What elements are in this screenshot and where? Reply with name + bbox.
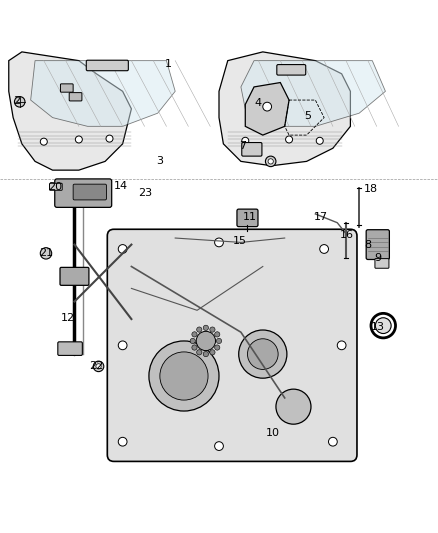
Circle shape	[14, 96, 25, 107]
Text: 11: 11	[243, 212, 257, 222]
Text: 10: 10	[265, 428, 279, 438]
Text: 7: 7	[240, 141, 247, 151]
Circle shape	[328, 437, 337, 446]
Circle shape	[216, 338, 222, 344]
Circle shape	[196, 332, 215, 351]
PathPatch shape	[219, 52, 350, 166]
Circle shape	[197, 327, 202, 332]
Text: 8: 8	[364, 240, 371, 251]
Circle shape	[239, 330, 287, 378]
Text: 20: 20	[48, 182, 62, 192]
FancyBboxPatch shape	[277, 64, 306, 75]
Text: 16: 16	[340, 230, 354, 240]
Text: 5: 5	[304, 111, 311, 122]
FancyBboxPatch shape	[242, 142, 262, 156]
FancyBboxPatch shape	[86, 60, 128, 71]
Text: 1: 1	[165, 59, 172, 69]
Circle shape	[203, 351, 208, 357]
Circle shape	[215, 345, 220, 350]
Text: 21: 21	[39, 248, 53, 259]
FancyBboxPatch shape	[375, 259, 389, 268]
FancyBboxPatch shape	[49, 183, 62, 190]
Circle shape	[75, 136, 82, 143]
Text: 9: 9	[374, 253, 381, 263]
Circle shape	[316, 138, 323, 144]
PathPatch shape	[241, 61, 385, 126]
FancyBboxPatch shape	[73, 184, 106, 200]
Circle shape	[106, 135, 113, 142]
Circle shape	[203, 325, 208, 330]
Text: 23: 23	[138, 188, 152, 198]
Text: 12: 12	[61, 313, 75, 323]
Circle shape	[160, 352, 208, 400]
PathPatch shape	[31, 61, 175, 126]
Circle shape	[375, 318, 391, 334]
Circle shape	[149, 341, 219, 411]
Circle shape	[40, 248, 52, 259]
Circle shape	[263, 102, 272, 111]
FancyBboxPatch shape	[366, 230, 389, 260]
Circle shape	[242, 138, 249, 144]
Circle shape	[192, 332, 197, 337]
Circle shape	[40, 138, 47, 145]
PathPatch shape	[245, 83, 289, 135]
Text: 4: 4	[255, 98, 262, 108]
Circle shape	[247, 339, 278, 369]
FancyBboxPatch shape	[60, 268, 89, 285]
Circle shape	[215, 238, 223, 247]
Circle shape	[93, 361, 104, 372]
Text: 18: 18	[364, 183, 378, 193]
Text: 22: 22	[89, 361, 103, 372]
Circle shape	[286, 136, 293, 143]
Circle shape	[118, 437, 127, 446]
Circle shape	[265, 156, 276, 167]
Circle shape	[215, 442, 223, 450]
PathPatch shape	[9, 52, 131, 170]
Circle shape	[192, 345, 197, 350]
Circle shape	[118, 245, 127, 253]
Circle shape	[96, 364, 101, 369]
FancyBboxPatch shape	[107, 229, 357, 462]
Text: 3: 3	[156, 156, 163, 166]
Circle shape	[210, 327, 215, 332]
FancyBboxPatch shape	[69, 93, 82, 101]
Text: 15: 15	[233, 236, 247, 246]
FancyBboxPatch shape	[237, 209, 258, 227]
Circle shape	[320, 245, 328, 253]
FancyBboxPatch shape	[55, 179, 112, 207]
Text: 14: 14	[114, 181, 128, 191]
Text: 2: 2	[13, 96, 20, 106]
Text: 13: 13	[371, 322, 385, 332]
Text: 17: 17	[314, 212, 328, 222]
FancyBboxPatch shape	[60, 84, 73, 92]
Circle shape	[337, 341, 346, 350]
Circle shape	[210, 350, 215, 355]
FancyBboxPatch shape	[58, 342, 82, 356]
Circle shape	[190, 338, 195, 344]
Circle shape	[197, 350, 202, 355]
Circle shape	[268, 159, 273, 164]
Circle shape	[276, 389, 311, 424]
Circle shape	[118, 341, 127, 350]
Circle shape	[215, 332, 220, 337]
